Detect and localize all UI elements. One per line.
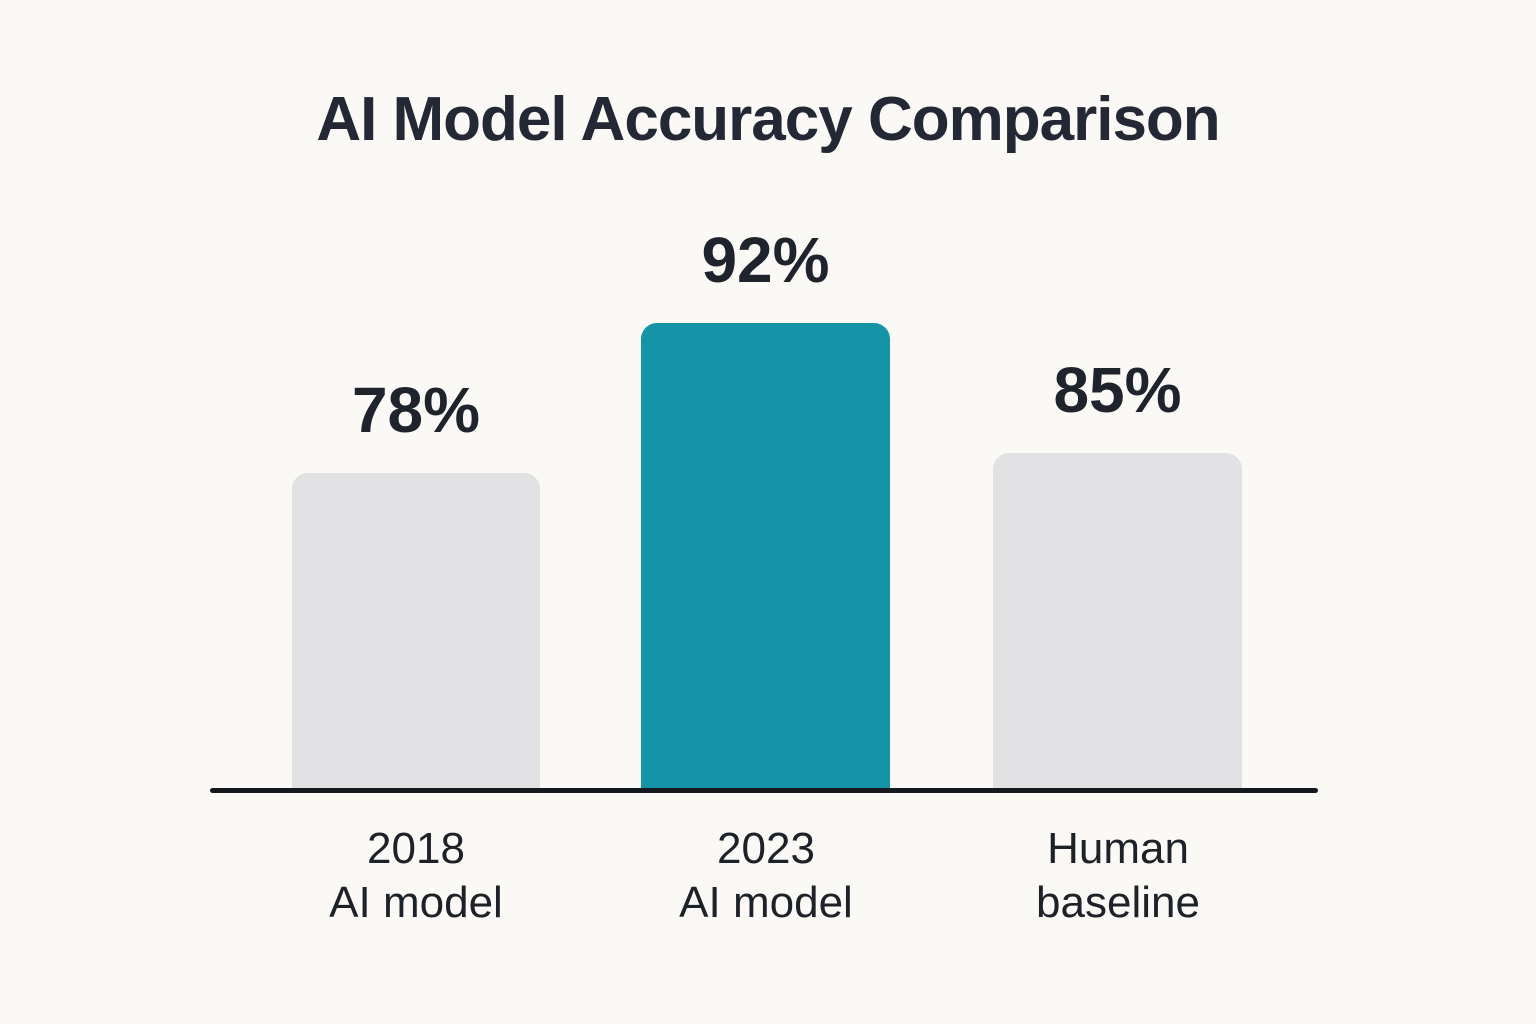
- bar-human-baseline: [993, 453, 1242, 790]
- category-label-line2: AI model: [679, 878, 853, 927]
- chart-title: AI Model Accuracy Comparison: [316, 85, 1220, 154]
- value-label-human-baseline: 85%: [1053, 354, 1182, 426]
- category-label-2023-ai-model: 2023 AI model: [596, 822, 936, 930]
- bar-2023-ai-model: [641, 323, 890, 790]
- category-label-line2: baseline: [1036, 878, 1200, 927]
- category-label-2018-ai-model: 2018 AI model: [246, 822, 586, 930]
- category-label-line2: AI model: [329, 878, 503, 927]
- bar-2018-ai-model: [292, 473, 540, 790]
- bar-group-2023-ai-model: 92%: [641, 223, 890, 790]
- category-label-line1: Human: [1047, 824, 1189, 873]
- category-label-human-baseline: Human baseline: [948, 822, 1288, 930]
- x-axis-line: [210, 788, 1318, 793]
- value-label-2023: 92%: [701, 224, 830, 296]
- bar-group-2018-ai-model: 78%: [292, 373, 540, 790]
- category-label-line1: 2023: [717, 824, 815, 873]
- bar-group-human-baseline: 85%: [993, 353, 1242, 790]
- value-label-2018: 78%: [351, 374, 481, 446]
- category-label-line1: 2018: [367, 824, 465, 873]
